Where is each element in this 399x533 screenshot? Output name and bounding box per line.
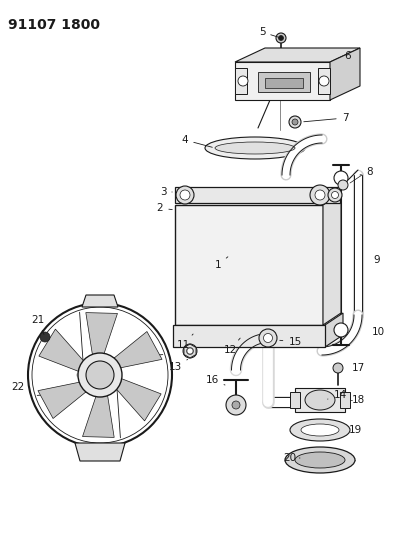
Text: 21: 21 [32,315,45,334]
Circle shape [232,401,240,409]
Text: 20: 20 [283,453,300,463]
Bar [173,325,325,347]
Polygon shape [75,443,125,461]
Circle shape [263,334,273,343]
Circle shape [40,332,50,342]
Polygon shape [235,68,247,94]
Polygon shape [235,62,330,100]
Polygon shape [235,48,360,62]
Circle shape [186,348,194,354]
Text: 16: 16 [205,375,225,385]
Text: 91107 1800: 91107 1800 [8,18,100,32]
Text: 12: 12 [223,338,240,355]
Circle shape [180,190,190,200]
Text: 22: 22 [12,377,28,392]
Polygon shape [38,380,94,418]
Text: 8: 8 [360,167,373,177]
Polygon shape [330,48,360,100]
Text: 9: 9 [374,255,380,265]
Text: 15: 15 [280,337,302,347]
Circle shape [334,323,348,337]
Text: 7: 7 [304,113,348,123]
Bar [295,388,345,412]
Circle shape [176,186,194,204]
Text: 4: 4 [182,135,212,147]
Text: 13: 13 [168,359,188,372]
Ellipse shape [285,447,355,473]
Circle shape [279,36,284,41]
Text: 1: 1 [215,257,228,270]
Circle shape [276,33,286,43]
Ellipse shape [215,142,295,154]
Polygon shape [83,385,114,438]
Circle shape [338,180,348,190]
Polygon shape [86,312,117,365]
Text: 18: 18 [352,395,365,405]
Circle shape [183,344,197,358]
Circle shape [238,76,248,86]
Circle shape [226,395,246,415]
Polygon shape [258,72,310,92]
Circle shape [289,116,301,128]
Circle shape [332,191,338,198]
Text: 3: 3 [160,187,172,197]
Text: 17: 17 [352,363,365,373]
Circle shape [187,348,193,354]
Polygon shape [323,193,341,325]
Bar [290,392,300,408]
Ellipse shape [205,137,305,159]
Ellipse shape [295,452,345,468]
Ellipse shape [305,390,335,410]
Ellipse shape [290,419,350,441]
Text: 10: 10 [371,327,385,337]
Circle shape [310,185,330,205]
Circle shape [292,119,298,125]
Bar [340,392,350,408]
Text: 5: 5 [259,27,279,37]
Polygon shape [82,295,118,307]
Polygon shape [318,68,330,94]
Circle shape [333,363,343,373]
Text: 11: 11 [176,334,193,350]
Ellipse shape [301,424,339,436]
Circle shape [259,329,277,347]
Text: 6: 6 [345,51,351,61]
Text: 14: 14 [328,390,347,400]
Text: 2: 2 [157,203,172,213]
Circle shape [334,171,348,185]
Polygon shape [325,313,343,347]
Circle shape [315,190,325,200]
Polygon shape [110,375,161,421]
Polygon shape [265,78,303,88]
Circle shape [86,361,114,389]
Polygon shape [39,329,90,375]
Circle shape [328,188,342,202]
Bar [175,205,323,325]
Circle shape [78,353,122,397]
Circle shape [319,76,329,86]
Bar [175,187,340,203]
Text: 19: 19 [348,425,361,435]
Polygon shape [106,332,162,370]
